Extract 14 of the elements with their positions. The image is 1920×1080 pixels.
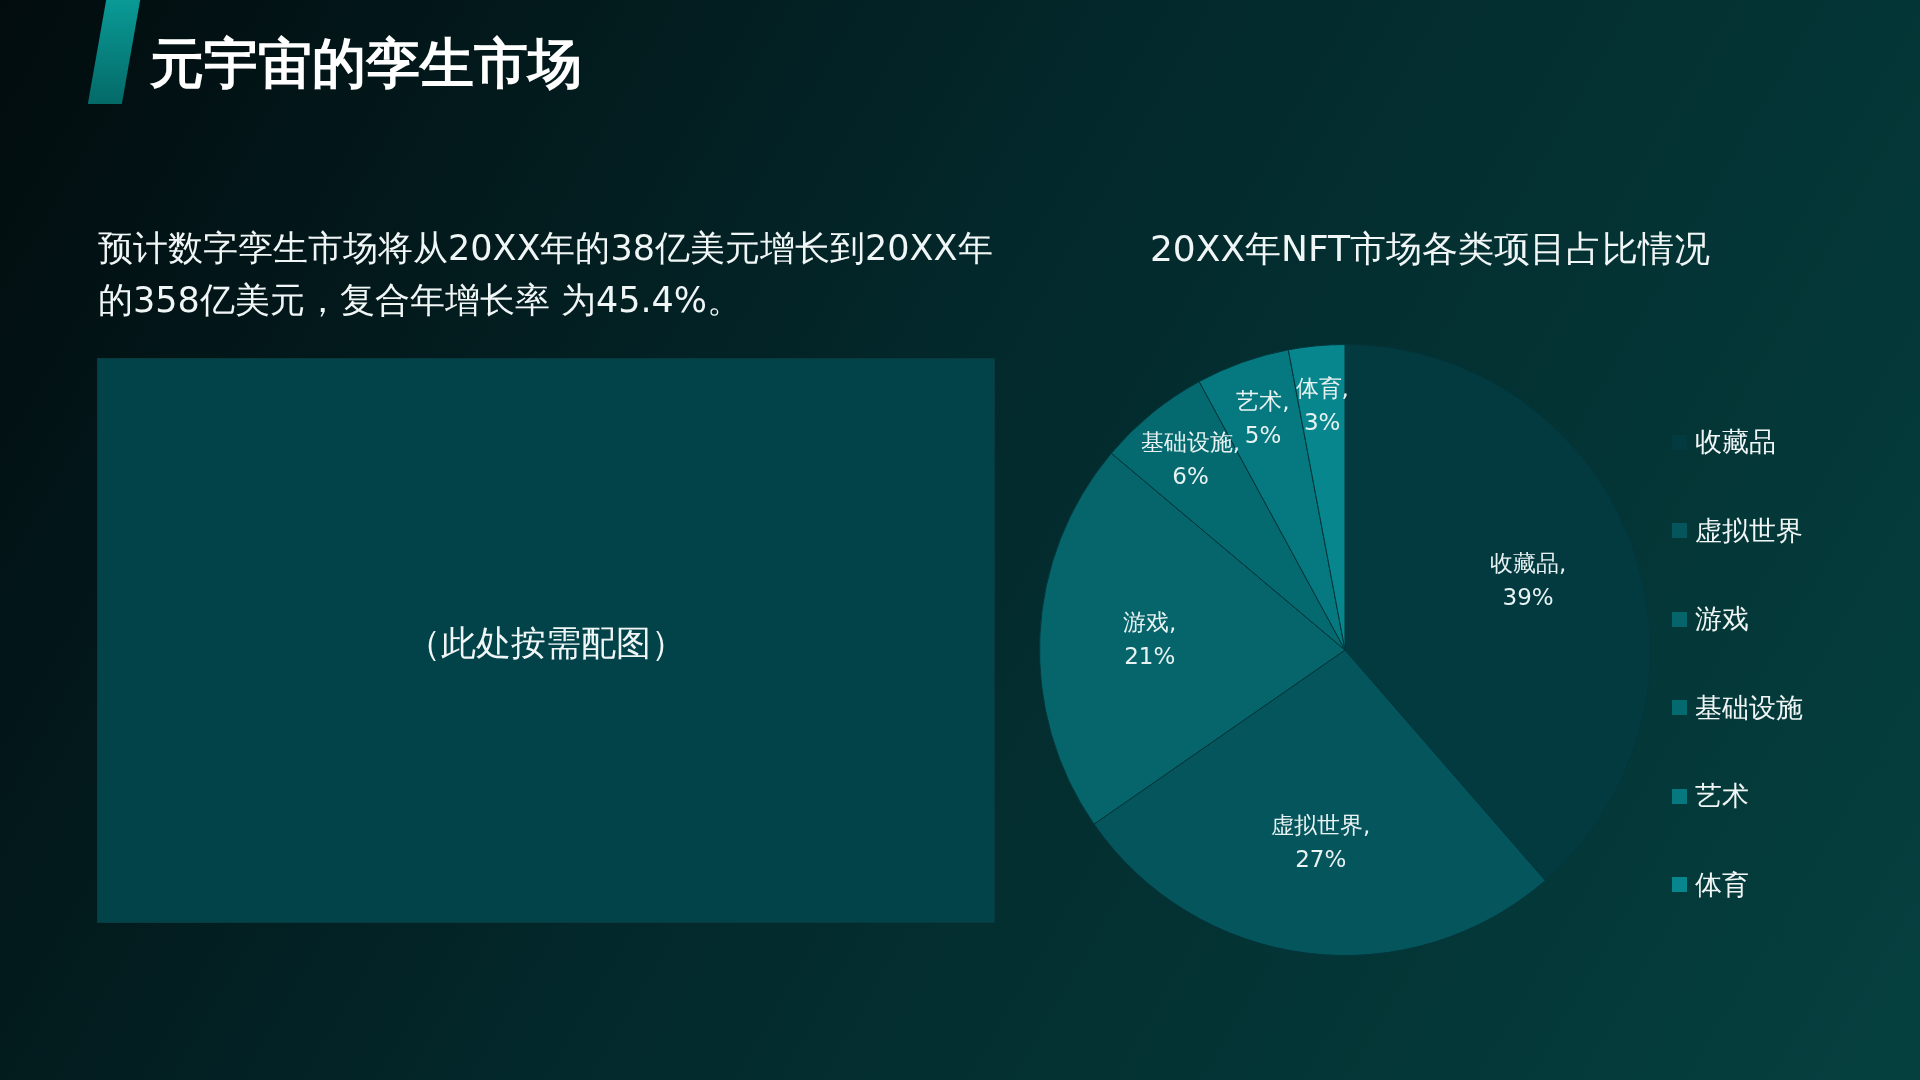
text: （此处按需配图）	[405, 622, 687, 665]
chart-title: 20XX年NFT市场各类项目占比情况	[1148, 227, 1712, 271]
text: 预计数字孪生市场将从20XX年的38亿美元增长到20XX年的358亿美元，复合年增长率 为45.4%。	[98, 227, 994, 322]
legend-label: 体育	[1695, 867, 1749, 902]
data-label: 游戏, 21%	[1123, 608, 1177, 669]
data-label: 收藏品, 39%	[1489, 549, 1567, 610]
data-label: 虚拟世界, 27%	[1271, 811, 1371, 872]
data-label: 体育, 3%	[1295, 374, 1349, 435]
text: 元宇宙的孪生市场	[150, 31, 582, 97]
legend-label: 基础设施	[1695, 690, 1803, 725]
legend-label: 收藏品	[1695, 425, 1776, 460]
legend-label: 虚拟世界	[1695, 513, 1803, 548]
legend-label: 艺术	[1695, 779, 1749, 814]
legend-label: 游戏	[1695, 602, 1749, 637]
